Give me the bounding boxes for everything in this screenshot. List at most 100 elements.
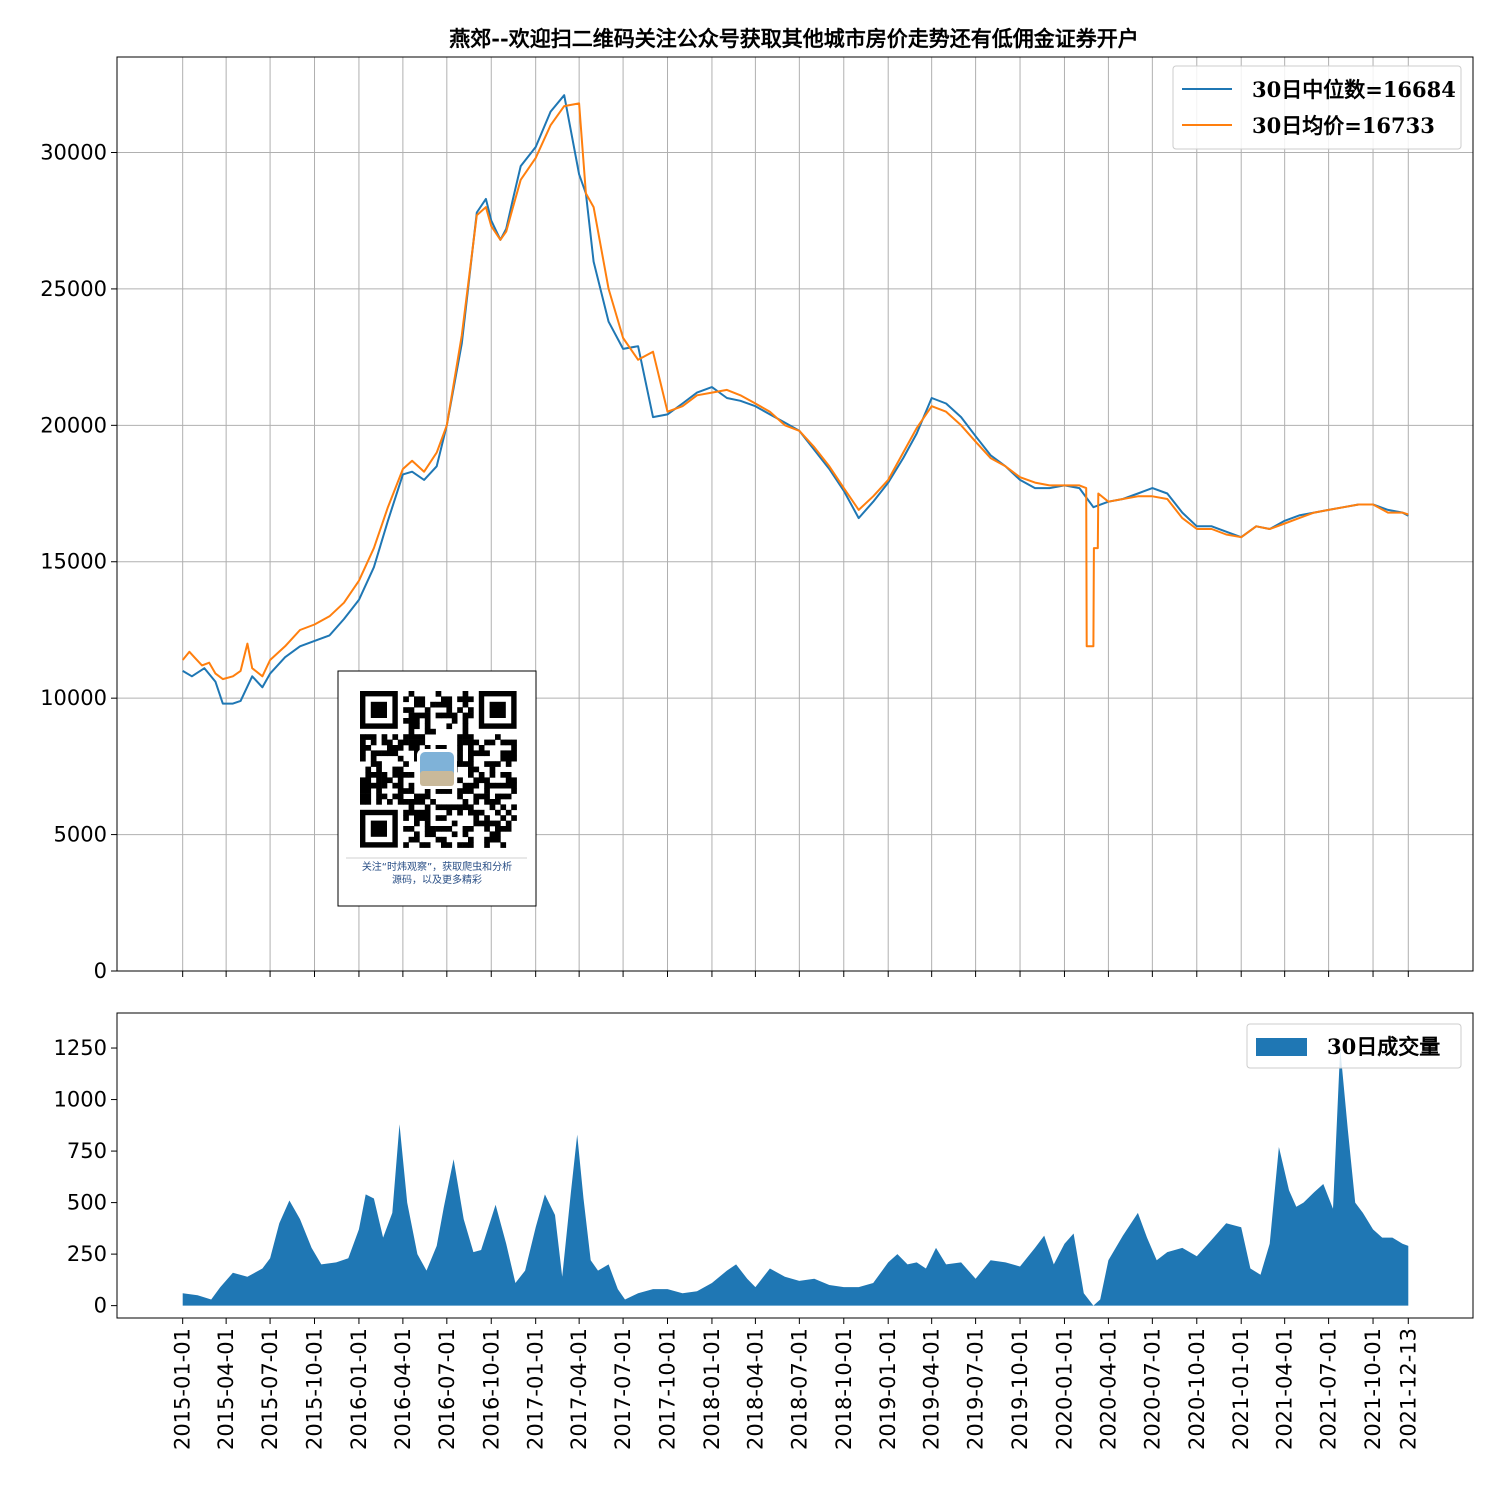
volume-y-tick-label: 500	[67, 1191, 107, 1215]
chart-title: 燕郊--欢迎扫二维码关注公众号获取其他城市房价走势还有低佣金证券开户	[449, 26, 1138, 51]
qr-module	[424, 842, 431, 848]
date-x-tick-label: 2020-10-01	[1185, 1328, 1209, 1450]
qr-module	[468, 788, 474, 794]
qr-module	[435, 804, 442, 811]
qr-module	[441, 701, 447, 708]
qr-module	[500, 750, 507, 757]
qr-module	[462, 804, 469, 811]
qr-module	[484, 793, 490, 800]
qr-module	[376, 777, 382, 784]
qr-module	[441, 696, 447, 703]
qr-module	[457, 745, 463, 751]
qr-module	[473, 809, 480, 816]
qr-module	[376, 761, 382, 767]
qr-module	[365, 777, 372, 784]
qr-module	[495, 761, 501, 767]
qr-module	[468, 750, 474, 757]
price-legend: 30日中位数=16684 30日均价=16733	[1172, 65, 1462, 150]
price-lines	[181, 94, 1409, 705]
date-x-tick-label: 2020-07-01	[1140, 1328, 1164, 1450]
qr-module	[511, 739, 517, 746]
qr-module	[370, 782, 377, 789]
qr-module	[484, 777, 490, 784]
price-y-tick-label: 25000	[40, 277, 107, 301]
qr-module	[408, 782, 415, 789]
qr-module	[462, 739, 469, 746]
price-y-tick-label: 5000	[54, 823, 107, 847]
qr-module	[468, 772, 474, 778]
qr-module	[457, 761, 463, 767]
qr-module	[360, 799, 366, 805]
qr-module	[419, 793, 426, 800]
qr-module	[414, 712, 420, 719]
qr-module	[387, 739, 393, 746]
date-x-tick-label: 2017-01-01	[524, 1328, 548, 1450]
qr-module	[457, 804, 463, 811]
qr-module	[441, 745, 447, 751]
qr-module	[435, 815, 442, 821]
date-x-tick-label: 2016-07-01	[435, 1328, 459, 1450]
qr-module	[511, 782, 517, 789]
qr-module	[435, 826, 442, 832]
qr-module	[365, 782, 372, 789]
date-x-tick-label: 2015-07-01	[258, 1328, 282, 1450]
qr-module	[419, 734, 426, 740]
qr-module	[376, 766, 382, 773]
qr-module	[408, 809, 415, 816]
qr-module	[511, 788, 517, 794]
qr-module	[360, 793, 366, 800]
date-x-tick-label: 2015-04-01	[214, 1328, 238, 1450]
qr-module	[468, 766, 474, 773]
qr-module	[473, 782, 480, 789]
median-legend-label: 30日中位数=16684	[1252, 77, 1456, 102]
qr-module	[505, 755, 512, 762]
qr-module	[495, 782, 501, 789]
qr-module	[392, 793, 399, 800]
qr-module	[484, 826, 490, 832]
qr-module	[500, 782, 507, 789]
qr-module	[403, 788, 409, 794]
qr-module	[489, 831, 496, 838]
qr-module	[414, 696, 420, 703]
date-x-tick-label: 2019-01-01	[876, 1328, 900, 1450]
qr-module	[408, 707, 415, 713]
date-x-axis: 2015-01-01 2015-04-01 2015-07-01 2015-10-01…	[171, 1318, 1420, 1450]
date-x-tick-label: 2021-10-01	[1361, 1328, 1385, 1450]
volume-area	[182, 1048, 1409, 1306]
qr-module	[489, 799, 496, 805]
qr-module	[511, 750, 517, 757]
qr-module	[462, 782, 469, 789]
qr-module	[435, 691, 442, 697]
qr-module	[370, 772, 377, 778]
qr-module	[403, 826, 409, 832]
qr-finder-center	[489, 701, 506, 718]
qr-module	[505, 772, 512, 778]
qr-module	[468, 782, 474, 789]
qr-module	[424, 723, 431, 730]
volume-y-tick-label: 1250	[54, 1036, 107, 1060]
qr-module	[473, 815, 480, 821]
qr-module	[468, 755, 474, 762]
qr-module	[403, 772, 409, 778]
qr-code-card: 关注“时炜观察”，获取爬虫和分析 源码，以及更多精彩	[337, 670, 537, 907]
qr-module	[446, 826, 453, 832]
qr-module	[414, 755, 420, 762]
date-x-tick-label: 2017-07-01	[611, 1328, 635, 1450]
qr-module	[424, 793, 431, 800]
qr-module	[435, 836, 442, 843]
qr-module	[414, 723, 420, 730]
qr-module	[403, 696, 409, 703]
qr-module	[414, 739, 420, 746]
qr-module	[457, 734, 463, 740]
qr-module	[505, 793, 512, 800]
qr-module	[408, 723, 415, 730]
qr-module	[489, 820, 496, 827]
qr-module	[360, 777, 366, 784]
qr-module	[408, 826, 415, 832]
qr-module	[468, 826, 474, 832]
qr-module	[484, 799, 490, 805]
qr-module	[376, 793, 382, 800]
qr-module	[414, 831, 420, 838]
qr-module	[424, 809, 431, 816]
